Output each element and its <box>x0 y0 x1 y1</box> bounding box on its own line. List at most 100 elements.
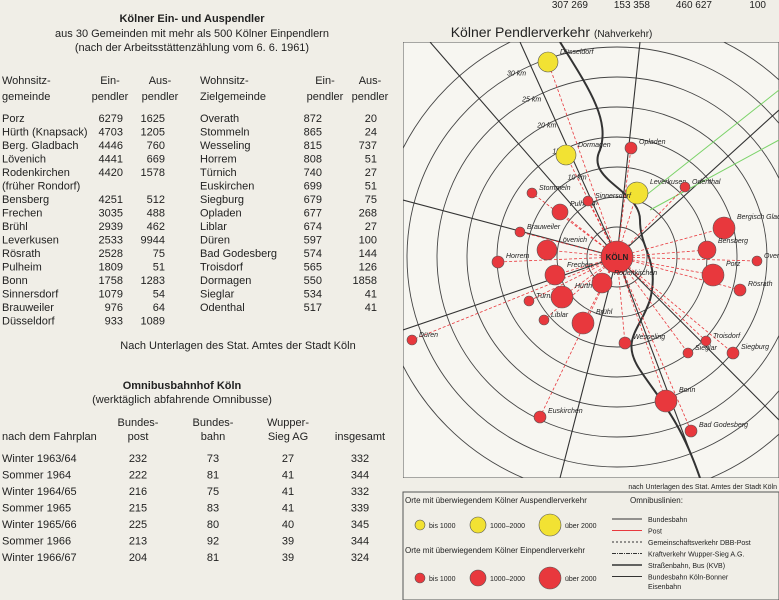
table-cell: 1089 <box>141 316 165 328</box>
legend-label: Gemeinschaftsverkehr DBB-Post <box>648 540 751 547</box>
table-cell: 41 <box>365 289 377 301</box>
table-cell: 808 <box>304 154 322 166</box>
table-cell: 100 <box>359 235 377 247</box>
table-cell: 27 <box>365 167 377 179</box>
table-cell: Winter 1963/64 <box>2 453 77 465</box>
flow-line <box>616 227 725 258</box>
table-cell: 1578 <box>141 167 165 179</box>
flow-line <box>616 256 758 262</box>
table-cell: Frechen <box>2 208 42 220</box>
legend-label: Eisenbahn <box>648 584 681 591</box>
town-circle <box>726 346 740 360</box>
table-cell: 83 <box>207 503 219 515</box>
town-label: Leverkusen <box>650 179 686 186</box>
table-cell: 574 <box>304 248 322 260</box>
table-cell: 232 <box>129 453 147 465</box>
table-cell: 225 <box>129 519 147 531</box>
table-cell: 597 <box>304 235 322 247</box>
map-title: Kölner Pendlerverkehr <box>451 24 591 40</box>
table-cell: 815 <box>304 140 322 152</box>
town-circle <box>682 347 694 359</box>
legend-symbol <box>414 519 426 531</box>
map-frame <box>403 42 779 478</box>
column-header: Aus- <box>359 75 382 87</box>
table-cell: 865 <box>304 127 322 139</box>
table-cell: 64 <box>153 302 165 314</box>
table-cell: Siegburg <box>200 194 244 206</box>
green-lines <box>639 89 779 211</box>
flow-line <box>616 256 692 432</box>
town-circle <box>406 334 418 346</box>
table-cell: 462 <box>147 221 165 233</box>
town-label: Wesseling <box>633 334 665 341</box>
table-cell: 54 <box>153 289 165 301</box>
table-cell: Bonn <box>2 275 28 287</box>
flow-line <box>616 256 626 344</box>
town-circle <box>533 410 547 424</box>
table-cell: Lövenich <box>2 154 46 166</box>
legend-symbol <box>414 572 426 584</box>
table-cell: 3035 <box>99 208 123 220</box>
table-cell: 41 <box>282 470 294 482</box>
town-circle <box>701 263 725 287</box>
table-cell: 9944 <box>141 235 165 247</box>
town-circle <box>751 255 763 267</box>
table-cell: 39 <box>282 552 294 564</box>
table-cell: 75 <box>365 194 377 206</box>
table-cell: 51 <box>365 181 377 193</box>
town-label: Türnich <box>536 293 559 300</box>
table-cell: 213 <box>129 536 147 548</box>
flow-line <box>519 231 618 258</box>
column-header: Wupper- <box>267 417 309 429</box>
table-subtitle: aus 30 Gemeinden mit mehr als 500 Kölner… <box>55 28 329 40</box>
flow-line <box>616 147 632 258</box>
table-subtitle: (werktäglich abfahrende Omnibusse) <box>92 394 272 406</box>
flow-line <box>411 256 618 341</box>
table-cell: 2528 <box>99 248 123 260</box>
column-header: Bundes- <box>193 417 234 429</box>
table-cell: 268 <box>359 208 377 220</box>
town-circle <box>526 187 538 199</box>
table-cell: 27 <box>282 453 294 465</box>
town-label: Hürth <box>575 283 592 290</box>
legend-label: 1000–2000 <box>490 523 525 530</box>
table-cell: Sinnersdorf <box>2 289 59 301</box>
table-cell: Hürth (Knapsack) <box>2 127 88 139</box>
town-label: Overath <box>764 253 779 260</box>
legend-title: Orte mit überwiegendem Kölner Einpendler… <box>405 546 585 555</box>
column-header: pendler <box>307 91 344 103</box>
town-circle <box>551 203 569 221</box>
town-circle <box>624 141 638 155</box>
table-cell: Stommeln <box>200 127 250 139</box>
rhine <box>559 42 701 478</box>
top-number: 307 269 <box>552 0 589 11</box>
table-cell: 1858 <box>353 275 377 287</box>
table-cell: 933 <box>105 316 123 328</box>
map-source: nach Unterlagen des Stat. Amtes der Stad… <box>628 484 777 491</box>
legend-label: bis 1000 <box>429 523 456 530</box>
legend-symbol <box>469 516 487 534</box>
table-cell: Opladen <box>200 208 242 220</box>
table-cell: 737 <box>359 140 377 152</box>
legend-label: Post <box>648 529 662 536</box>
town-circle <box>537 51 559 73</box>
table-cell: 674 <box>304 221 322 233</box>
town-label: Bonn <box>679 387 695 394</box>
town-circle <box>625 181 649 205</box>
town-circle <box>523 295 535 307</box>
town-circle <box>536 239 558 261</box>
column-header: nach dem Fahrplan <box>2 431 97 443</box>
table-cell: Odenthal <box>200 302 245 314</box>
town-circle <box>571 311 595 335</box>
table-cell: Brühl <box>2 221 28 233</box>
table-cell: 80 <box>207 519 219 531</box>
town-label: Düsseldorf <box>560 49 595 56</box>
table-cell: 20 <box>365 113 377 125</box>
town-circle <box>491 255 505 269</box>
town-label: Rösrath <box>748 281 773 288</box>
column-header: Ein- <box>315 75 335 87</box>
table-cell: 204 <box>129 552 147 564</box>
town-label: Bensberg <box>718 238 748 245</box>
flow-line <box>616 256 707 342</box>
